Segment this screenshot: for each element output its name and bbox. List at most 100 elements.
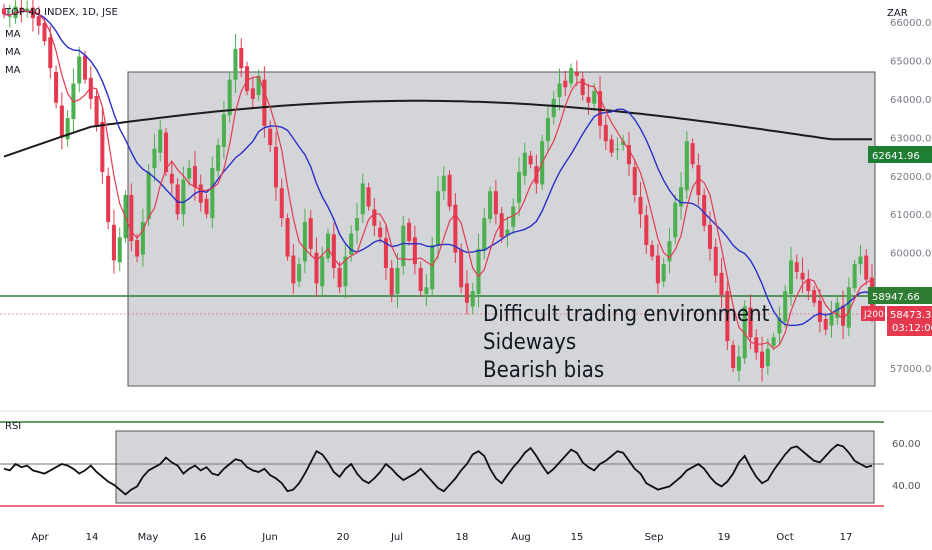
candle-body bbox=[198, 184, 203, 203]
candle-body bbox=[528, 155, 533, 165]
candle-body bbox=[424, 287, 429, 294]
candle-body bbox=[609, 139, 614, 153]
candle-body bbox=[736, 356, 741, 371]
candle-body bbox=[36, 16, 41, 26]
candle-body bbox=[175, 184, 180, 215]
candle-body bbox=[580, 78, 585, 96]
candle-body bbox=[331, 234, 336, 269]
candle-body bbox=[760, 351, 765, 368]
candle-body bbox=[25, 8, 30, 11]
candle-body bbox=[302, 221, 307, 262]
candle-body bbox=[250, 88, 255, 99]
candle-body bbox=[389, 268, 394, 295]
candle-body bbox=[841, 305, 846, 326]
candle-body bbox=[516, 171, 522, 203]
candle-body bbox=[140, 221, 145, 255]
ma-label-3: MA bbox=[5, 65, 21, 76]
candle-body bbox=[864, 255, 869, 280]
candle-body bbox=[262, 79, 267, 126]
candle-body bbox=[650, 244, 655, 257]
candle-body bbox=[441, 175, 446, 192]
candle-body bbox=[378, 227, 383, 238]
candle-body bbox=[430, 244, 435, 290]
candle-body bbox=[742, 306, 747, 359]
candle-body bbox=[407, 222, 412, 242]
candle-body bbox=[459, 249, 464, 288]
candle-body bbox=[707, 224, 712, 249]
time-axis-label: 17 bbox=[840, 532, 853, 543]
candle-body bbox=[354, 218, 360, 231]
candle-body bbox=[343, 256, 348, 287]
time-axis-label: Oct bbox=[776, 532, 793, 543]
price-tag-symbol bbox=[861, 306, 885, 321]
candle-body bbox=[655, 255, 660, 284]
candle-body bbox=[314, 252, 319, 284]
candle-body bbox=[192, 166, 197, 188]
candle-body bbox=[401, 225, 406, 267]
candle-body bbox=[181, 179, 186, 215]
time-axis-label: 20 bbox=[337, 532, 350, 543]
candle-body bbox=[59, 105, 64, 138]
candle-body bbox=[383, 238, 388, 269]
price-tag-ma-mid-text: 62641.96 bbox=[872, 151, 920, 162]
candle-body bbox=[395, 268, 400, 294]
candle-body bbox=[169, 173, 174, 184]
price-tick-label: 64000.00 bbox=[890, 95, 932, 106]
time-axis-label: 18 bbox=[456, 532, 469, 543]
candle-body bbox=[216, 145, 221, 171]
candle-body bbox=[337, 268, 342, 288]
price-tag-support-text: 58947.66 bbox=[872, 292, 920, 303]
price-tick-label: 65000.00 bbox=[890, 56, 932, 67]
candle-body bbox=[82, 55, 88, 80]
candle-body bbox=[817, 300, 822, 322]
candle-body bbox=[482, 218, 487, 251]
candle-body bbox=[794, 262, 799, 272]
candle-body bbox=[598, 91, 603, 126]
price-tag-countdown-text: 03:12:06 bbox=[892, 323, 932, 334]
rsi-label: RSI bbox=[5, 421, 22, 432]
candle-body bbox=[100, 121, 105, 172]
time-axis-label: Jul bbox=[390, 532, 403, 543]
candle-body bbox=[846, 287, 851, 328]
candle-body bbox=[806, 279, 811, 292]
candle-body bbox=[447, 174, 452, 207]
candle-body bbox=[372, 209, 377, 226]
candle-body bbox=[829, 314, 834, 326]
price-tag-support bbox=[868, 287, 932, 304]
candle-body bbox=[48, 37, 53, 69]
time-axis-label: Apr bbox=[31, 532, 49, 543]
candle-body bbox=[812, 290, 817, 303]
candle-body bbox=[679, 187, 684, 207]
candle-body bbox=[435, 191, 441, 246]
price-tag-last bbox=[887, 306, 932, 336]
candle-body bbox=[615, 148, 620, 150]
candle-body bbox=[511, 206, 516, 227]
price-tick-label: 60000.00 bbox=[890, 249, 932, 260]
candle-body bbox=[117, 237, 122, 263]
candle-body bbox=[644, 215, 649, 245]
candle-body bbox=[476, 248, 481, 294]
candle-body bbox=[731, 344, 736, 368]
candle-body bbox=[713, 246, 718, 276]
candle-body bbox=[638, 196, 643, 215]
candle-body bbox=[748, 307, 753, 338]
candle-body bbox=[273, 146, 278, 188]
candle-body bbox=[702, 195, 707, 226]
candle-body bbox=[771, 337, 776, 346]
candle-body bbox=[326, 233, 331, 259]
candle-body bbox=[366, 187, 371, 207]
candle-body bbox=[285, 218, 290, 257]
candle-body bbox=[563, 80, 568, 88]
annotation-line-2: Sideways bbox=[483, 330, 576, 355]
candle-body bbox=[788, 260, 794, 294]
time-axis-label: 19 bbox=[718, 532, 731, 543]
candle-body bbox=[349, 233, 354, 255]
candle-body bbox=[777, 318, 782, 334]
candle-body bbox=[592, 91, 597, 104]
rsi-consolidation-box bbox=[115, 430, 875, 504]
time-axis-label: May bbox=[138, 532, 159, 543]
time-axis-label: 14 bbox=[86, 532, 99, 543]
candle-body bbox=[418, 268, 423, 292]
candle-body bbox=[754, 337, 759, 353]
